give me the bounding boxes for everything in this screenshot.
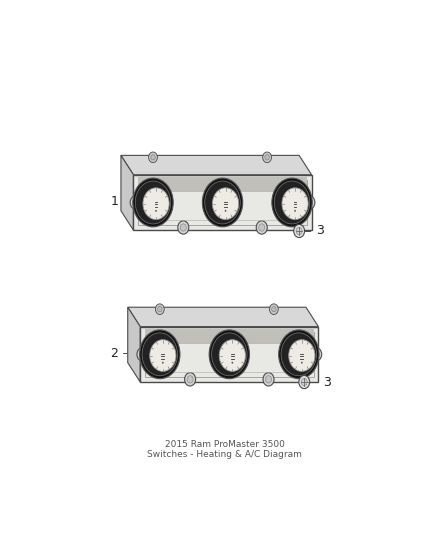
- Circle shape: [279, 330, 319, 379]
- Circle shape: [269, 304, 278, 314]
- Text: 3: 3: [323, 376, 331, 389]
- Circle shape: [139, 351, 145, 358]
- Circle shape: [209, 330, 250, 379]
- Circle shape: [162, 362, 164, 364]
- Circle shape: [158, 306, 162, 312]
- Circle shape: [256, 221, 267, 234]
- Circle shape: [219, 340, 245, 372]
- Circle shape: [212, 333, 247, 376]
- FancyBboxPatch shape: [145, 329, 314, 343]
- Circle shape: [142, 333, 177, 376]
- Circle shape: [135, 181, 171, 224]
- Circle shape: [148, 152, 157, 163]
- Text: 3: 3: [316, 224, 324, 238]
- Circle shape: [232, 362, 233, 364]
- Circle shape: [301, 362, 303, 364]
- Circle shape: [306, 199, 312, 206]
- Circle shape: [265, 376, 272, 383]
- Circle shape: [155, 210, 157, 212]
- Circle shape: [150, 340, 176, 372]
- Circle shape: [299, 375, 310, 389]
- Circle shape: [187, 376, 193, 383]
- FancyBboxPatch shape: [134, 175, 311, 230]
- Circle shape: [225, 210, 226, 212]
- Circle shape: [212, 188, 239, 220]
- Circle shape: [281, 333, 317, 376]
- Circle shape: [155, 304, 164, 314]
- Polygon shape: [121, 156, 311, 175]
- Circle shape: [140, 330, 180, 379]
- Circle shape: [259, 224, 265, 231]
- Circle shape: [294, 224, 304, 238]
- Circle shape: [143, 188, 169, 220]
- Circle shape: [137, 348, 148, 361]
- Polygon shape: [128, 307, 318, 327]
- Circle shape: [296, 228, 302, 235]
- Circle shape: [178, 221, 189, 234]
- Circle shape: [274, 181, 310, 224]
- Polygon shape: [121, 156, 134, 230]
- Circle shape: [184, 373, 196, 386]
- Circle shape: [263, 152, 272, 163]
- Circle shape: [294, 210, 296, 212]
- Text: 1: 1: [110, 195, 118, 208]
- Text: 2015 Ram ProMaster 3500
Switches - Heating & A/C Diagram: 2015 Ram ProMaster 3500 Switches - Heati…: [147, 440, 302, 459]
- FancyBboxPatch shape: [140, 327, 318, 382]
- Circle shape: [130, 196, 141, 209]
- Circle shape: [205, 181, 240, 224]
- Circle shape: [133, 199, 139, 206]
- Text: 2: 2: [110, 347, 118, 360]
- Polygon shape: [128, 307, 140, 382]
- Circle shape: [301, 378, 307, 386]
- Circle shape: [289, 340, 315, 372]
- Circle shape: [263, 373, 274, 386]
- Circle shape: [282, 188, 308, 220]
- FancyBboxPatch shape: [138, 177, 307, 191]
- Circle shape: [304, 196, 315, 209]
- Circle shape: [272, 306, 276, 312]
- Circle shape: [311, 348, 321, 361]
- Circle shape: [272, 178, 312, 227]
- Circle shape: [265, 155, 269, 160]
- Circle shape: [151, 155, 155, 160]
- Circle shape: [133, 178, 173, 227]
- Circle shape: [180, 224, 186, 231]
- Circle shape: [313, 351, 319, 358]
- Circle shape: [202, 178, 243, 227]
